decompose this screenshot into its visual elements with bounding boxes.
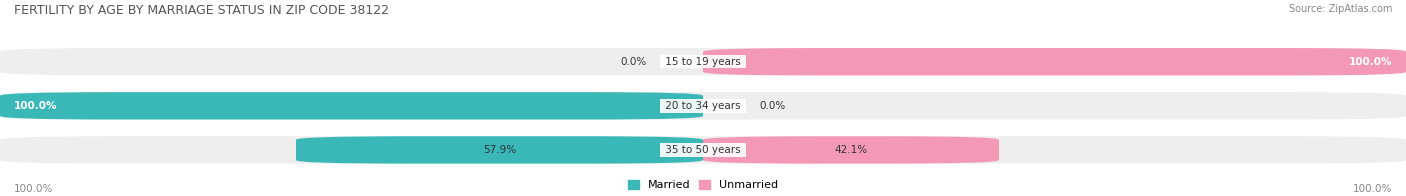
Text: 57.9%: 57.9% — [482, 145, 516, 155]
Text: 0.0%: 0.0% — [620, 57, 647, 67]
Legend: Married, Unmarried: Married, Unmarried — [627, 180, 779, 191]
Text: 100.0%: 100.0% — [14, 184, 53, 194]
Text: Source: ZipAtlas.com: Source: ZipAtlas.com — [1288, 4, 1392, 14]
Text: 42.1%: 42.1% — [834, 145, 868, 155]
FancyBboxPatch shape — [0, 92, 1406, 120]
FancyBboxPatch shape — [0, 136, 1406, 164]
Text: 100.0%: 100.0% — [1353, 184, 1392, 194]
FancyBboxPatch shape — [297, 136, 703, 164]
Text: 35 to 50 years: 35 to 50 years — [662, 145, 744, 155]
Text: 0.0%: 0.0% — [759, 101, 786, 111]
Text: 15 to 19 years: 15 to 19 years — [662, 57, 744, 67]
Text: FERTILITY BY AGE BY MARRIAGE STATUS IN ZIP CODE 38122: FERTILITY BY AGE BY MARRIAGE STATUS IN Z… — [14, 4, 389, 17]
FancyBboxPatch shape — [703, 48, 1406, 75]
FancyBboxPatch shape — [0, 92, 703, 120]
Text: 100.0%: 100.0% — [14, 101, 58, 111]
FancyBboxPatch shape — [0, 48, 1406, 75]
Text: 100.0%: 100.0% — [1348, 57, 1392, 67]
FancyBboxPatch shape — [703, 136, 1000, 164]
Text: 20 to 34 years: 20 to 34 years — [662, 101, 744, 111]
